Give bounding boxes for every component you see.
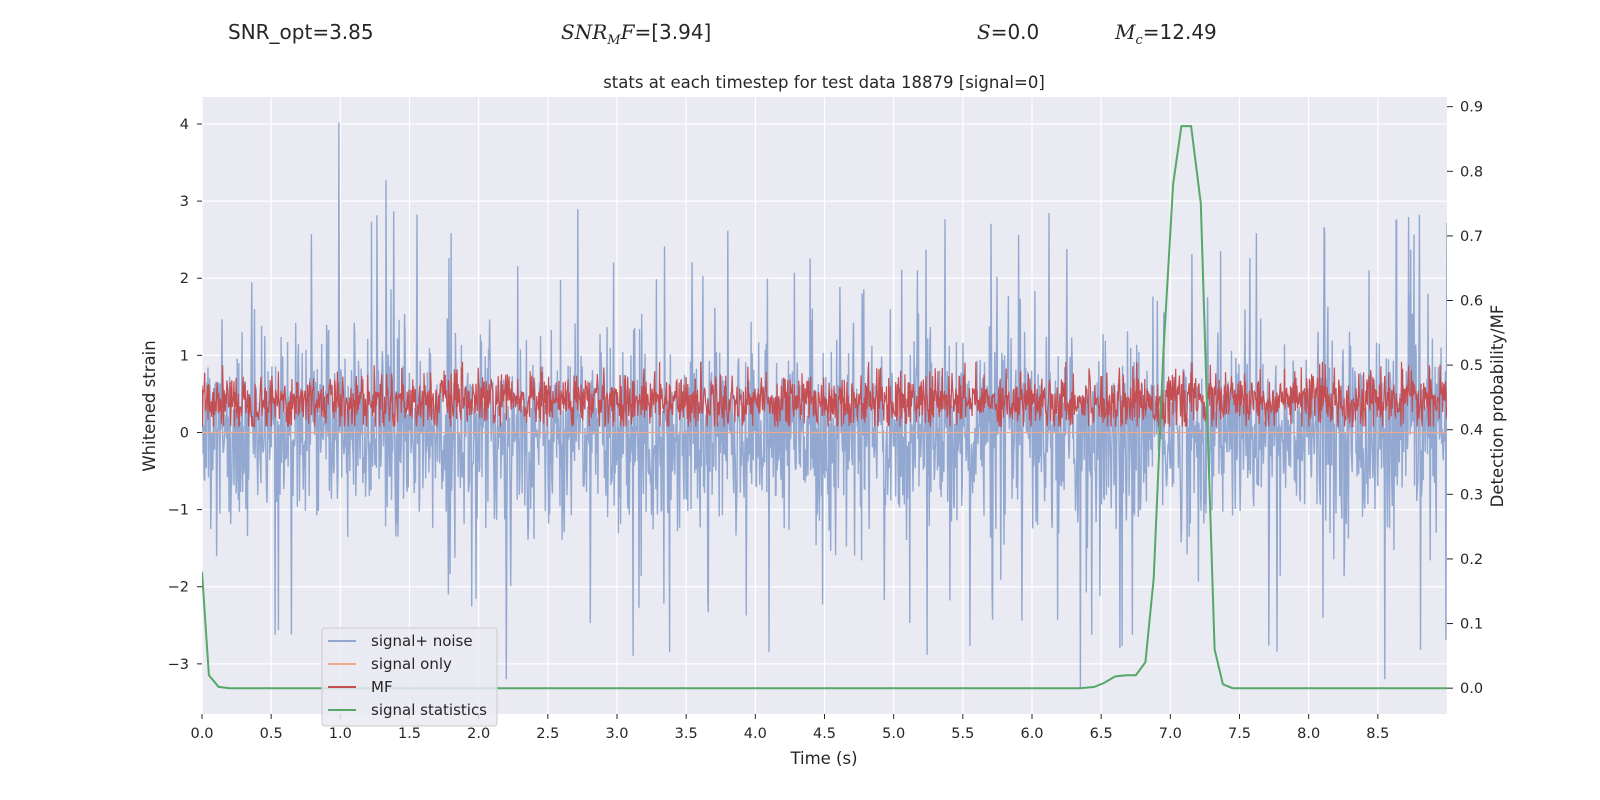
mc-value-text: Mc=12.49 (1115, 20, 1217, 48)
x-tick-label: 8.0 (1297, 726, 1320, 742)
y-tick-label: −1 (168, 503, 189, 519)
snr-opt-text: SNR_opt=3.85 (228, 20, 374, 44)
x-tick-label: 3.0 (605, 726, 628, 742)
y2-tick-label: 0.6 (1460, 294, 1483, 310)
y2-tick-label: 0.2 (1460, 552, 1483, 568)
x-tick-label: 4.0 (744, 726, 767, 742)
axis-ticks: 0.0 0.5 1.0 1.5 2.0 2.5 3.0 3.5 4.0 4.5 5.0 5.5 6.0 6… (168, 100, 1483, 742)
x-tick-label: 6.0 (1020, 726, 1043, 742)
y-tick-label: −3 (168, 657, 189, 673)
y-tick-label: 1 (180, 348, 189, 364)
chart-title: stats at each timestep for test data 188… (603, 73, 1045, 92)
y2-tick-label: 0.0 (1460, 681, 1483, 697)
x-tick-label: 2.5 (536, 726, 559, 742)
y2-tick-label: 0.4 (1460, 423, 1483, 439)
legend-label-noise: signal+ noise (371, 632, 473, 650)
x-tick-label: 6.5 (1090, 726, 1113, 742)
x-tick-label: 1.0 (329, 726, 352, 742)
x-tick-label: 0.0 (190, 726, 213, 742)
legend-box (321, 627, 498, 727)
y-tick-label: 0 (180, 425, 189, 441)
y2-tick-label: 0.8 (1460, 164, 1483, 180)
x-tick-label: 8.5 (1366, 726, 1389, 742)
legend-label-signal: signal only (371, 655, 452, 673)
y2-tick-label: 0.1 (1460, 617, 1483, 633)
x-tick-label: 4.5 (813, 726, 836, 742)
y-tick-label: 3 (180, 194, 189, 210)
x-tick-label: 0.5 (260, 726, 283, 742)
s-value-text: S=0.0 (977, 20, 1040, 44)
noise-trace (202, 122, 1447, 689)
legend-label-mf: MF (371, 678, 393, 696)
y2-tick-label: 0.7 (1460, 229, 1483, 245)
x-tick-label: 2.0 (467, 726, 490, 742)
x-tick-label: 1.5 (398, 726, 421, 742)
x-tick-label: 7.5 (1228, 726, 1251, 742)
mf-trace (202, 361, 1447, 429)
y2-tick-label: 0.9 (1460, 100, 1483, 116)
x-tick-label: 3.5 (675, 726, 698, 742)
y2-tick-label: 0.3 (1460, 487, 1483, 503)
y-tick-label: 2 (180, 271, 189, 287)
y2-axis-label: Detection probability/MF (1488, 305, 1507, 508)
x-tick-label: 5.5 (951, 726, 974, 742)
snr-mf-text: SNRMF=[3.94] (561, 20, 712, 48)
x-tick-label: 5.0 (882, 726, 905, 742)
legend: signal+ noise signal only MF signal stat… (321, 627, 498, 727)
legend-label-stat: signal statistics (371, 701, 487, 719)
y2-tick-label: 0.5 (1460, 358, 1483, 374)
x-axis-label: Time (s) (789, 749, 857, 768)
y-tick-label: 4 (180, 117, 189, 133)
x-tick-label: 7.0 (1159, 726, 1182, 742)
y-axis-label: Whitened strain (140, 340, 159, 471)
y-tick-label: −2 (168, 580, 189, 596)
